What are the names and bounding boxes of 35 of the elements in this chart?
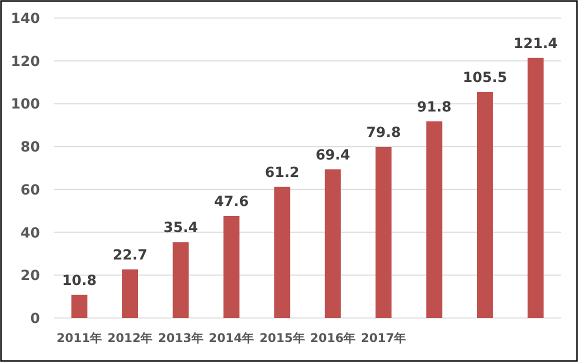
y-tick-label: 100	[10, 96, 40, 113]
x-tick-label: 2015年	[259, 331, 305, 345]
y-tick-label: 60	[20, 182, 40, 198]
data-label: 91.8	[416, 99, 452, 116]
y-tick-label: 0	[30, 311, 40, 327]
bar	[172, 242, 189, 318]
data-label: 79.8	[366, 125, 401, 141]
bar	[376, 147, 392, 318]
bar	[71, 294, 88, 318]
x-tick-label: 2011年	[56, 331, 102, 345]
bar	[528, 58, 544, 318]
bar	[223, 216, 240, 318]
bar	[274, 186, 290, 318]
data-label: 10.8	[62, 272, 97, 289]
x-tick-label: 2014年	[208, 331, 254, 345]
data-label: 121.4	[514, 36, 558, 52]
data-label: 35.4	[163, 220, 198, 236]
y-tick-label: 140	[10, 11, 40, 27]
x-tick-label: 2013年	[158, 331, 204, 345]
bar	[324, 169, 341, 318]
x-tick-label: 2017年	[360, 331, 406, 345]
data-label: 22.7	[112, 247, 148, 264]
bar	[426, 121, 442, 318]
y-tick-label: 40	[20, 225, 40, 242]
data-label: 47.6	[214, 194, 249, 210]
y-tick-label: 20	[20, 268, 40, 284]
x-tick-label: 2016年	[310, 331, 356, 345]
bar	[122, 269, 138, 318]
data-label: 69.4	[316, 147, 350, 164]
y-tick-label: 120	[10, 54, 40, 70]
data-label: 61.2	[264, 164, 300, 181]
bar	[476, 92, 493, 318]
x-tick-label: 2012年	[107, 331, 153, 345]
y-tick-label: 80	[20, 140, 40, 156]
data-label: 105.5	[462, 70, 508, 86]
